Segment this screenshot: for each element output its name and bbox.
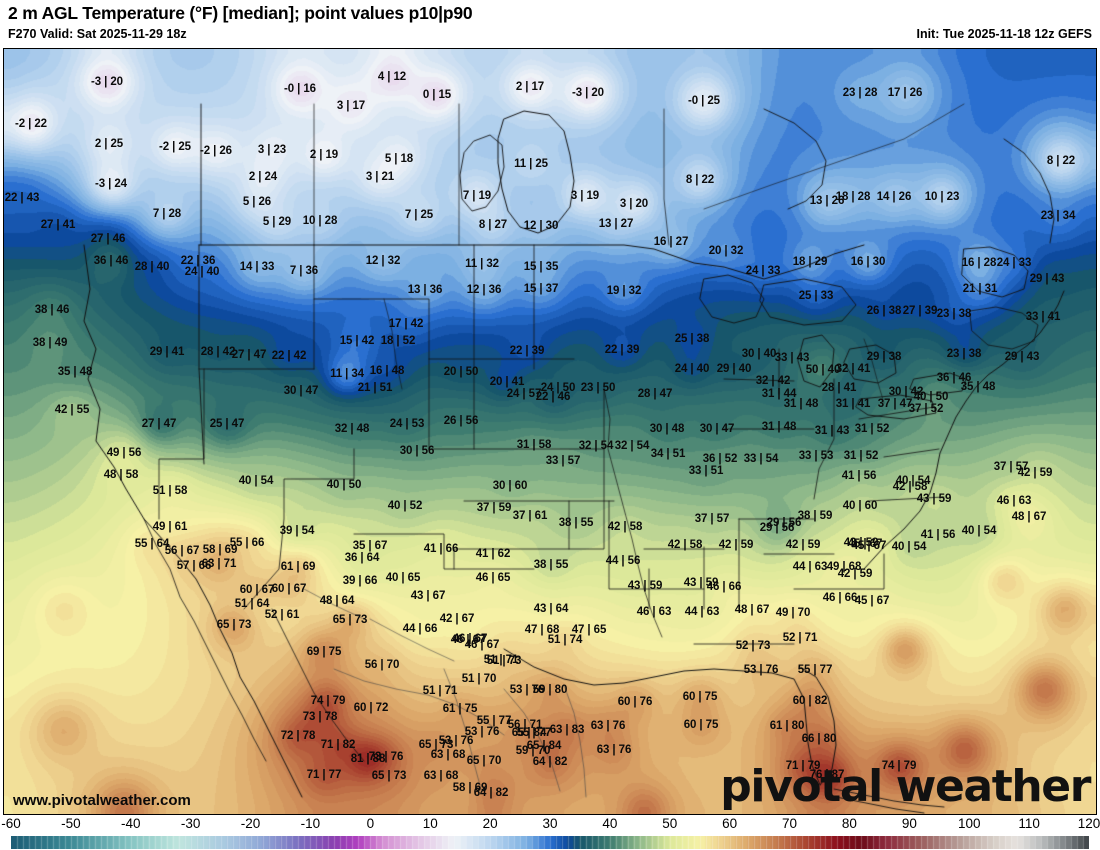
init-time-label: Init: Tue 2025-11-18 12z GEFS [916, 27, 1092, 41]
colorbar-tick: 90 [901, 816, 917, 831]
colorbar-tick: -10 [300, 816, 321, 831]
colorbar-gradient [11, 836, 1089, 849]
colorbar-tick: 20 [482, 816, 498, 831]
colorbar-tick: 50 [662, 816, 678, 831]
valid-time-label: F270 Valid: Sat 2025-11-29 18z [8, 27, 187, 41]
colorbar: -60 -50 -40 -30 -20 -10 0 10 20 30 40 50 60 70 80 90 100… [0, 815, 1100, 850]
site-url-label: www.pivotalweather.com [13, 792, 191, 809]
colorbar-tick: 80 [841, 816, 857, 831]
colorbar-tick: 30 [542, 816, 558, 831]
page-title: 2 m AGL Temperature (°F) [median]; point… [8, 3, 473, 23]
colorbar-tick: -40 [121, 816, 141, 831]
colorbar-tick: 100 [957, 816, 981, 831]
colorbar-tick: -60 [1, 816, 21, 831]
weather-map[interactable]: -3 | 20 4 | 12 -0 | 16 0 | 15 2 | 17 -3 | 20-… [3, 48, 1097, 815]
temperature-raster [4, 49, 1096, 814]
colorbar-tick: -30 [180, 816, 201, 831]
colorbar-tick: 120 [1077, 816, 1100, 831]
colorbar-tick: 110 [1018, 816, 1040, 831]
colorbar-tick: -20 [240, 816, 261, 831]
colorbar-tick: 60 [722, 816, 738, 831]
pivotal-weather-watermark: pivotal weather [720, 761, 1091, 812]
colorbar-tick: -50 [61, 816, 81, 831]
colorbar-tick: 10 [422, 816, 438, 831]
header-bar: 2 m AGL Temperature (°F) [median]; point… [0, 0, 1100, 48]
colorbar-tick-labels: -60 -50 -40 -30 -20 -10 0 10 20 30 40 50 60 70 80 90 100… [0, 815, 1100, 835]
colorbar-tick: 0 [366, 816, 375, 831]
colorbar-tick: 40 [602, 816, 618, 831]
colorbar-tick: 70 [782, 816, 798, 831]
